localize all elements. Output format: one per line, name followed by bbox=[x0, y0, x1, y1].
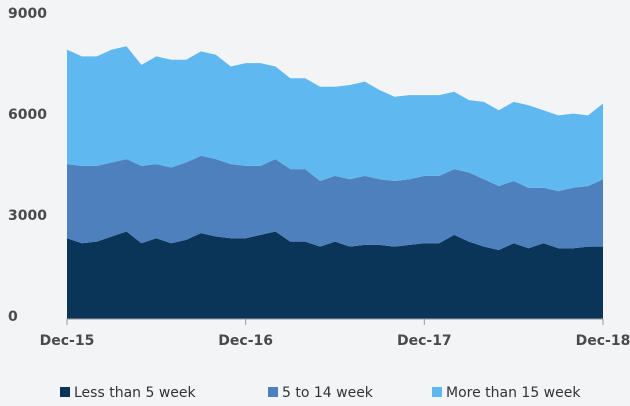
legend-swatch bbox=[268, 387, 278, 397]
y-tick-label: 0 bbox=[8, 309, 18, 325]
y-tick-label: 6000 bbox=[8, 107, 47, 123]
y-tick-label: 3000 bbox=[8, 208, 47, 224]
area bbox=[67, 231, 603, 319]
legend-swatch bbox=[60, 387, 70, 397]
legend-label: 5 to 14 week bbox=[282, 385, 374, 401]
x-tick-label: Dec-17 bbox=[397, 333, 452, 349]
area bbox=[67, 46, 603, 192]
x-tick-label: Dec-16 bbox=[218, 333, 273, 349]
x-tick-label: Dec-15 bbox=[40, 333, 95, 349]
x-tick-label: Dec-18 bbox=[576, 333, 630, 349]
legend-swatch bbox=[432, 387, 442, 397]
y-tick-label: 9000 bbox=[8, 6, 47, 22]
area bbox=[67, 155, 603, 250]
legend-label: Less than 5 week bbox=[74, 385, 197, 401]
legend-label: More than 15 week bbox=[446, 385, 581, 401]
